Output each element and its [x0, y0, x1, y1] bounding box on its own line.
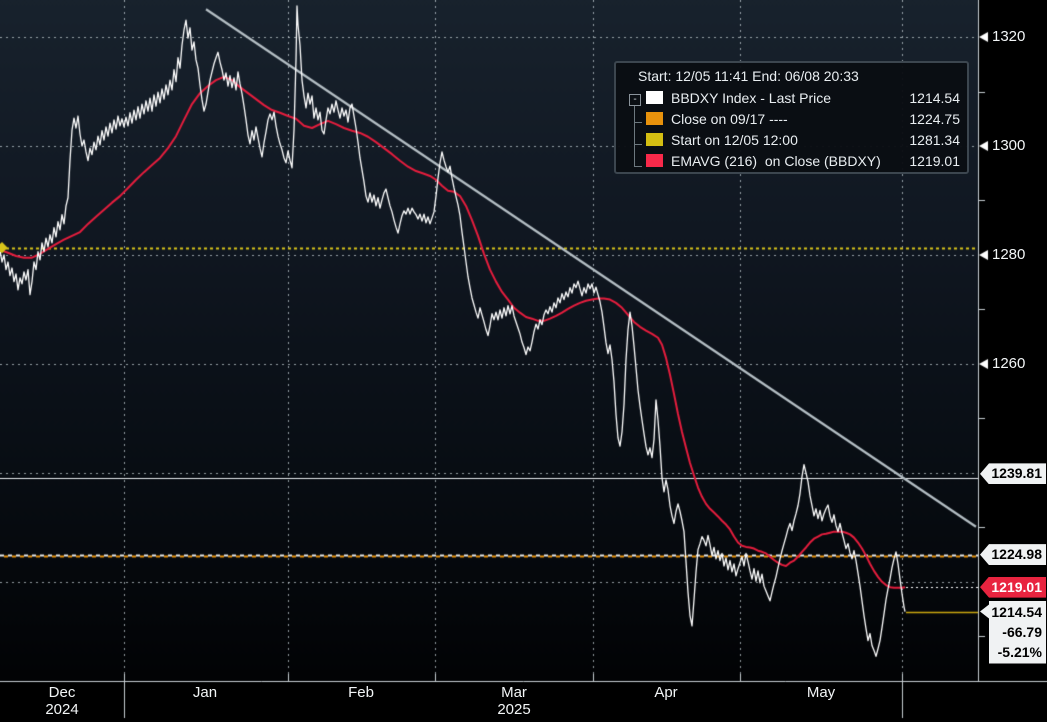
legend-value: 1281.34	[909, 131, 960, 148]
chart-legend[interactable]: Start: 12/05 11:41 End: 06/08 20:33 - BB…	[614, 61, 969, 174]
tree-collapse-icon[interactable]: -	[629, 94, 641, 106]
legend-label: EMAVG (216) on Close (BBDXY)	[671, 152, 881, 169]
start-line-swatch-icon	[646, 133, 663, 146]
x-axis-month-label: May	[806, 684, 836, 701]
emavg-price-badge: 1219.01	[980, 576, 1046, 598]
legend-value: 1219.01	[909, 152, 960, 169]
legend-row-start-line[interactable]: Start on 12/05 12:00 1281.34	[616, 129, 967, 150]
legend-label: Close on 09/17 ----	[671, 110, 788, 127]
legend-row-emavg[interactable]: EMAVG (216) on Close (BBDXY) 1219.01	[616, 150, 967, 171]
tree-stub	[634, 166, 642, 167]
tree-stub	[634, 144, 642, 145]
x-axis-month-label: Mar 2025	[497, 684, 531, 718]
legend-value: 1224.75	[909, 110, 960, 127]
last-price-swatch-icon	[646, 91, 663, 104]
tree-line	[634, 106, 635, 166]
x-axis-month-label: Dec 2024	[45, 684, 79, 718]
y-axis-tick-label: 1320	[992, 28, 1026, 46]
legend-label: Start on 12/05 12:00	[671, 131, 798, 148]
emavg-swatch-icon	[646, 154, 663, 167]
legend-label: BBDXY Index - Last Price	[671, 89, 832, 106]
x-axis-month-label: Jan	[192, 684, 218, 701]
price-level-badge: 1224.98	[980, 544, 1046, 566]
price-level-badge: 1239.81	[980, 463, 1046, 485]
legend-value: 1214.54	[909, 89, 960, 106]
close-line-swatch-icon	[646, 112, 663, 125]
legend-row-last-price[interactable]: BBDXY Index - Last Price 1214.54	[616, 87, 967, 108]
price-level-badge: 1214.54 -66.79 -5.21%	[980, 600, 1046, 664]
tree-stub	[634, 122, 642, 123]
x-axis-month-label: Apr	[654, 684, 678, 701]
legend-row-close-line[interactable]: Close on 09/17 ---- 1224.75	[616, 108, 967, 129]
legend-header: Start: 12/05 11:41 End: 06/08 20:33	[638, 68, 859, 84]
y-axis-tick-label: 1260	[992, 354, 1026, 372]
y-axis-tick-label: 1280	[992, 245, 1026, 263]
x-axis-month-label: Feb	[348, 684, 374, 701]
y-axis-tick-label: 1300	[992, 136, 1026, 154]
